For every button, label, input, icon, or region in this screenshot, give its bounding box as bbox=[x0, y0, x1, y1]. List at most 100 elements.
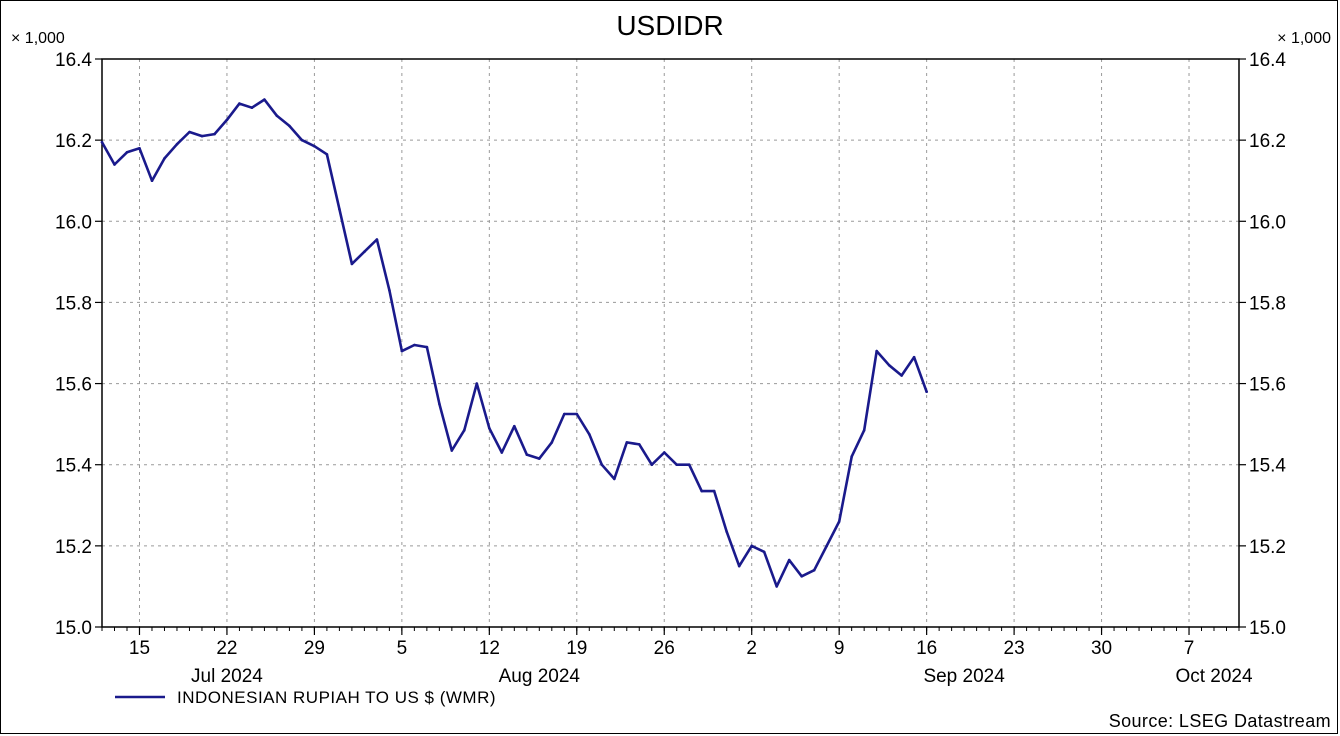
series-point bbox=[762, 550, 766, 554]
series-point bbox=[575, 412, 579, 416]
series-point bbox=[300, 138, 304, 142]
x-tick-label: 22 bbox=[216, 638, 237, 659]
series-point bbox=[650, 463, 654, 467]
series-point bbox=[638, 443, 641, 446]
gridlines bbox=[102, 59, 1239, 627]
y-tick-label-left: 15.6 bbox=[55, 375, 92, 396]
series-point bbox=[325, 153, 329, 156]
series-point bbox=[188, 130, 191, 134]
source-note: Source: LSEG Datastream bbox=[1109, 711, 1331, 731]
x-tick-label: 23 bbox=[1004, 638, 1025, 659]
series-point bbox=[250, 106, 254, 109]
series-point bbox=[725, 530, 728, 533]
y-multiplier-left: × 1,000 bbox=[11, 30, 65, 47]
series-point bbox=[750, 544, 753, 548]
x-tick-label: 2 bbox=[746, 638, 757, 659]
series-point bbox=[225, 118, 229, 122]
y-tick-label-right: 15.0 bbox=[1249, 618, 1286, 639]
series-point bbox=[912, 355, 916, 359]
series-point bbox=[163, 157, 166, 160]
series-point bbox=[850, 455, 853, 458]
series-point bbox=[425, 345, 429, 349]
series-point bbox=[263, 98, 266, 101]
series-point bbox=[400, 349, 404, 353]
series-point bbox=[775, 585, 778, 588]
series-point bbox=[463, 428, 466, 432]
series-point bbox=[213, 132, 216, 136]
series-point bbox=[450, 449, 454, 452]
x-tick-label: 29 bbox=[304, 638, 325, 659]
series-point bbox=[613, 477, 616, 481]
series-point bbox=[600, 463, 604, 467]
series-line bbox=[100, 98, 928, 588]
series-point bbox=[550, 441, 554, 444]
series-point bbox=[313, 144, 316, 148]
y-multiplier-right: × 1,000 bbox=[1277, 30, 1331, 47]
series-point bbox=[625, 441, 629, 444]
series-point bbox=[837, 520, 841, 523]
series-point bbox=[663, 451, 666, 454]
series-point bbox=[388, 289, 391, 292]
series-point bbox=[363, 250, 366, 253]
series-point bbox=[825, 544, 828, 548]
series-point bbox=[375, 238, 379, 241]
y-tick-label-right: 15.8 bbox=[1249, 293, 1286, 314]
plot-area-border bbox=[101, 58, 1240, 628]
x-month-label: Oct 2024 bbox=[1175, 666, 1253, 687]
series-point bbox=[887, 364, 891, 367]
series-point bbox=[288, 124, 291, 128]
y-tick-label-right: 15.4 bbox=[1249, 456, 1286, 477]
y-tick-label-right: 16.4 bbox=[1249, 50, 1286, 71]
series-point bbox=[200, 134, 204, 138]
series-point bbox=[862, 428, 866, 432]
x-tick-label: 30 bbox=[1091, 638, 1112, 659]
y-tick-label-right: 15.2 bbox=[1249, 537, 1286, 558]
y-tick-label-left: 16.0 bbox=[55, 212, 92, 233]
series-point bbox=[900, 374, 903, 377]
legend-label: INDONESIAN RUPIAH TO US $ (WMR) bbox=[177, 688, 496, 707]
x-tick-label: 12 bbox=[479, 638, 500, 659]
series-point bbox=[150, 179, 154, 182]
series-point bbox=[800, 575, 803, 578]
chart-title: USDIDR bbox=[616, 10, 723, 41]
x-tick-label: 19 bbox=[566, 638, 587, 659]
x-tick-label: 5 bbox=[397, 638, 408, 659]
y-tick-label-left: 16.2 bbox=[55, 131, 92, 152]
y-tick-label-left: 15.8 bbox=[55, 293, 92, 314]
series-point bbox=[700, 489, 703, 493]
series-point bbox=[812, 568, 816, 572]
series-point bbox=[113, 163, 116, 166]
series-point bbox=[712, 489, 716, 493]
series-point bbox=[438, 402, 441, 406]
y-tick-label-right: 16.2 bbox=[1249, 131, 1286, 152]
series-point bbox=[787, 558, 791, 562]
x-tick-label: 15 bbox=[129, 638, 150, 659]
y-tick-label-left: 16.4 bbox=[55, 50, 92, 71]
x-month-label: Aug 2024 bbox=[499, 666, 581, 687]
series-point bbox=[138, 147, 141, 150]
y-tick-label-left: 15.0 bbox=[55, 618, 92, 639]
series-point bbox=[687, 463, 691, 467]
x-tick-label: 16 bbox=[916, 638, 937, 659]
series-point bbox=[238, 102, 241, 105]
x-tick-label: 7 bbox=[1184, 638, 1195, 659]
series-point bbox=[588, 433, 591, 436]
series-layer bbox=[100, 98, 928, 588]
series-point bbox=[488, 426, 491, 430]
series-point bbox=[737, 564, 741, 568]
series-point bbox=[338, 207, 341, 211]
y-tick-label-right: 16.0 bbox=[1249, 212, 1286, 233]
y-axis: 15.0 15.0 15.2 15.2 15.4 15.4 15.6 15.6 15.8 15.8… bbox=[55, 50, 1286, 639]
y-tick-label-right: 15.6 bbox=[1249, 375, 1286, 396]
series-point bbox=[275, 114, 279, 118]
series-point bbox=[875, 349, 878, 353]
y-tick-label-left: 15.4 bbox=[55, 456, 92, 477]
x-month-label: Sep 2024 bbox=[923, 666, 1005, 687]
series-point bbox=[525, 453, 529, 456]
series-point bbox=[100, 140, 104, 144]
series-point bbox=[925, 390, 928, 394]
series-point bbox=[350, 262, 354, 266]
series-point bbox=[500, 451, 504, 454]
